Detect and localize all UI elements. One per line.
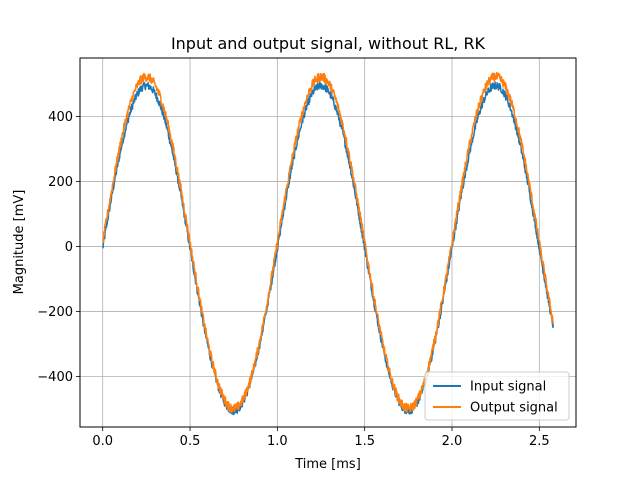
x-tick-label: 0.5 bbox=[180, 434, 201, 449]
x-axis-label: Time [ms] bbox=[294, 457, 361, 472]
y-tick-label: −200 bbox=[37, 305, 73, 320]
x-tick-label: 2.5 bbox=[529, 434, 550, 449]
x-tick-label: 2.0 bbox=[442, 434, 463, 449]
y-tick-label: 0 bbox=[65, 240, 73, 255]
plot-frame bbox=[79, 57, 577, 428]
y-tick-label: −400 bbox=[37, 370, 73, 385]
x-tick-label: 0.0 bbox=[92, 434, 113, 449]
y-tick-label: 400 bbox=[48, 110, 73, 125]
series-line-1 bbox=[102, 81, 555, 416]
y-tick-label: 200 bbox=[48, 175, 73, 190]
legend-label: Input signal bbox=[470, 380, 546, 395]
x-tick-label: 1.5 bbox=[354, 434, 375, 449]
series-line-2 bbox=[101, 71, 555, 413]
legend: Input signal Output signal bbox=[424, 371, 570, 421]
y-axis-label: Magnitude [mV] bbox=[12, 190, 27, 295]
x-axis-ticks: 0.0 0.5 1.0 1.5 2.0 2.5 bbox=[92, 427, 550, 449]
y-axis-ticks: −400 −200 0 200 400 bbox=[37, 110, 80, 385]
x-tick-label: 1.0 bbox=[267, 434, 288, 449]
legend-label: Output signal bbox=[470, 401, 558, 416]
chart-title: Input and output signal, without RL, RK bbox=[171, 34, 486, 53]
series-layer bbox=[101, 71, 555, 416]
